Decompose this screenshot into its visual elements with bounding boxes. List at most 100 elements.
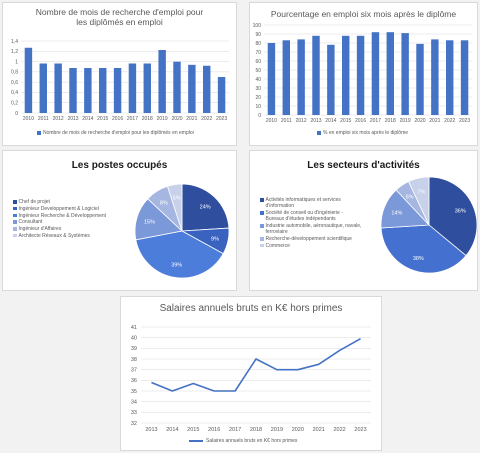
- legend-label: Commerce: [265, 242, 290, 249]
- bar: [267, 43, 276, 115]
- legend-item: Consultant: [13, 219, 123, 225]
- pie-data-label: 15%: [144, 220, 155, 226]
- bar: [312, 35, 320, 115]
- bar: [342, 35, 350, 115]
- x-tick-label: 2018: [385, 118, 396, 124]
- sectors-pie-chart: 36% 38% 14% 5%7%: [380, 176, 478, 274]
- y-tick-label: 35: [131, 389, 137, 395]
- pie-slice: [181, 183, 230, 232]
- x-tick-label: 2020: [292, 427, 304, 433]
- chart-card-months: Nombre de mois de recherche d'emploi pou…: [2, 2, 237, 146]
- legend-item: Société de conseil ou d'ingénierie - Bur…: [260, 210, 362, 222]
- chart-legend: % en emploi six mois après le diplôme: [317, 130, 408, 136]
- legend-label: Ingénieur Developpement & Logiciel: [18, 205, 99, 212]
- pie-slice: [166, 183, 183, 232]
- bar: [188, 64, 196, 113]
- x-tick-label: 2015: [187, 427, 199, 433]
- bar: [356, 35, 365, 115]
- pie-data-label: 8%: [160, 200, 168, 206]
- bar: [99, 68, 107, 113]
- series-line: [151, 338, 361, 392]
- legend-swatch: [260, 211, 264, 215]
- x-tick-label: 2019: [157, 116, 168, 122]
- legend-swatch: [260, 198, 264, 202]
- legend-item: Ingénieur Recherche & Développement: [13, 213, 123, 219]
- legend-label: Société de conseil ou d'ingénierie - Bur…: [265, 210, 343, 223]
- y-tick-label: 40: [131, 335, 137, 341]
- x-tick-label: 2015: [340, 118, 351, 124]
- x-tick-label: 2018: [142, 116, 153, 122]
- y-tick-label: 38: [131, 357, 137, 363]
- y-tick-label: 41: [131, 325, 137, 331]
- chart-card-salaries: Salaires annuels bruts en K€ hors primes…: [120, 296, 382, 451]
- legend-line: [189, 440, 203, 442]
- x-tick-label: 2011: [38, 116, 49, 122]
- legend-swatch: [37, 131, 41, 135]
- bar: [416, 43, 424, 115]
- y-tick-label: 1,2: [11, 49, 18, 55]
- legend-label: Ingénieur d'Affaires: [18, 226, 62, 233]
- chart-legend: Nombre de mois de recherche d'emploi pou…: [37, 130, 194, 136]
- bar: [217, 77, 226, 113]
- legend-label: Ingénieur Recherche & Développement: [18, 212, 107, 219]
- y-tick-label: 90: [255, 32, 261, 38]
- legend-swatch: [13, 206, 17, 211]
- bar: [297, 39, 305, 115]
- x-tick-label: 2022: [201, 116, 212, 122]
- legend-label: Activités informatiques et services d'in…: [265, 197, 341, 210]
- x-tick-label: 2013: [310, 118, 321, 124]
- pie-data-label: 9%: [211, 236, 219, 242]
- pie-data-label: 38%: [413, 256, 424, 262]
- legend-swatch: [13, 213, 17, 218]
- x-tick-label: 2017: [229, 427, 241, 433]
- bar: [84, 68, 92, 113]
- y-tick-label: 34: [131, 399, 137, 405]
- bar: [282, 40, 290, 115]
- y-tick-label: 1,4: [11, 39, 18, 45]
- x-tick-label: 2018: [250, 427, 262, 433]
- positions-pie-chart: 24% 9% 39% 15% 8% 5%: [134, 183, 230, 279]
- bar: [386, 32, 394, 116]
- pie-data-label: 7%: [417, 189, 425, 195]
- bar: [158, 50, 166, 113]
- x-tick-label: 2014: [82, 116, 93, 122]
- chart-card-positions: Les postes occupés Chef de projet Ingénie…: [2, 150, 237, 291]
- chart-legend: Chef de projet Ingénieur Developpement & …: [13, 199, 123, 240]
- bar: [39, 63, 47, 113]
- legend-label: Salaires annuels bruts en K€ hors primes: [206, 438, 298, 444]
- bar: [371, 32, 380, 116]
- legend-label: Industrie automobile, aéronautique, nava…: [265, 223, 362, 236]
- y-tick-label: 0,4: [11, 90, 18, 96]
- legend-swatch: [260, 243, 264, 248]
- legend-swatch: [13, 220, 17, 224]
- legend-swatch: [13, 233, 17, 238]
- y-tick-label: 36: [131, 378, 137, 384]
- bar: [431, 39, 439, 115]
- chart-title: Nombre de mois de recherche d'emploi pou…: [35, 7, 204, 27]
- y-tick-label: 60: [255, 59, 261, 65]
- legend-label: Nombre de mois de recherche d'emploi pou…: [43, 130, 194, 136]
- chart-legend: Activités informatiques et services d'in…: [260, 197, 362, 250]
- legend-item: Ingénieur Developpement & Logiciel: [13, 206, 123, 212]
- x-tick-label: 2019: [271, 427, 283, 433]
- chart-title: Salaires annuels bruts en K€ hors primes: [159, 303, 343, 314]
- y-tick-label: 10: [255, 104, 261, 110]
- employment-bar-chart: 0 10 20 30 40 50 60 70 80 90 100 2010 2011 2012 2013 20…: [253, 23, 472, 124]
- x-tick-label: 2010: [23, 116, 34, 122]
- x-tick-label: 2016: [355, 118, 366, 124]
- y-tick-label: 40: [255, 77, 261, 83]
- x-tick-label: 2021: [313, 427, 325, 433]
- bar: [113, 68, 122, 113]
- legend-item: Recherche-développement scientifique: [260, 236, 362, 242]
- legend-swatch: [317, 131, 321, 135]
- x-tick-label: 2014: [166, 427, 178, 433]
- y-tick-label: 32: [131, 421, 137, 427]
- x-tick-label: 2016: [112, 116, 123, 122]
- pie-data-label: 5%: [406, 194, 414, 200]
- y-tick-label: 0,8: [11, 70, 18, 76]
- salaries-line-chart: 32 33 34 35 36 37 38 39 40 41 2013 2014 2015 2016 2017…: [131, 325, 371, 433]
- bar: [327, 44, 335, 115]
- x-tick-label: 2020: [414, 118, 425, 124]
- legend-label: Consultant: [18, 219, 43, 226]
- x-tick-label: 2023: [216, 116, 227, 122]
